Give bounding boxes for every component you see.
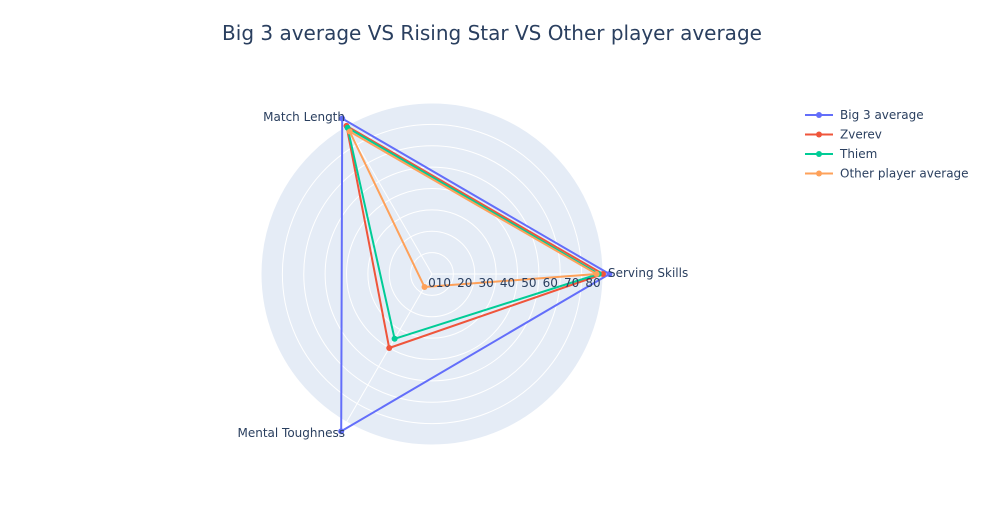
series-traces bbox=[338, 115, 613, 435]
data-point bbox=[339, 115, 346, 122]
data-point bbox=[391, 335, 398, 342]
data-point bbox=[606, 271, 613, 277]
radial-tick-label: 20 bbox=[457, 276, 472, 290]
data-point bbox=[346, 128, 353, 135]
data-point bbox=[386, 345, 393, 352]
series-1 bbox=[343, 122, 606, 352]
polar-grid bbox=[260, 102, 604, 446]
legend-item[interactable]: Zverev bbox=[805, 128, 882, 142]
radial-tick-label: 70 bbox=[564, 276, 579, 290]
series-line bbox=[348, 130, 598, 288]
data-point bbox=[338, 428, 345, 435]
angular-axis-label: Match Length bbox=[263, 110, 345, 124]
legend-marker bbox=[816, 112, 822, 118]
radial-tick-label: 0 bbox=[428, 276, 436, 290]
data-point bbox=[593, 271, 600, 277]
radial-tick-label: 80 bbox=[585, 276, 600, 290]
legend-label: Other player average bbox=[840, 167, 969, 181]
legend-item[interactable]: Thiem bbox=[805, 147, 877, 161]
radial-tick-label: 10 bbox=[436, 276, 451, 290]
legend-marker bbox=[816, 170, 822, 177]
series-line bbox=[345, 124, 604, 349]
legend-marker bbox=[816, 151, 822, 157]
angular-axis-label: Serving Skills bbox=[608, 266, 688, 280]
radial-tick-label: 40 bbox=[500, 276, 515, 290]
legend-item[interactable]: Other player average bbox=[805, 167, 969, 181]
data-point bbox=[421, 283, 428, 290]
angular-axis-labels: Serving Skills Match Length Mental Toughne… bbox=[237, 110, 688, 440]
series-line bbox=[346, 126, 600, 340]
radial-tick-labels: 0 10 20 30 40 50 60 70 80 bbox=[428, 276, 600, 290]
radial-tick-label: 30 bbox=[478, 276, 493, 290]
legend-item[interactable]: Big 3 average bbox=[805, 108, 924, 122]
legend-label: Zverev bbox=[840, 128, 882, 142]
legend: Big 3 average Zverev Thiem Other player ave… bbox=[805, 108, 969, 181]
radial-tick-label: 50 bbox=[521, 276, 536, 290]
chart-title: Big 3 average VS Rising Star VS Other pl… bbox=[222, 21, 762, 45]
legend-label: Thiem bbox=[839, 147, 877, 161]
series-line bbox=[340, 117, 611, 433]
legend-marker bbox=[816, 131, 822, 138]
angular-axis-label: Mental Toughness bbox=[237, 426, 345, 440]
data-point bbox=[600, 271, 606, 277]
legend-label: Big 3 average bbox=[840, 108, 924, 122]
grid-spoke bbox=[346, 125, 433, 275]
series-0 bbox=[338, 115, 613, 435]
series-3 bbox=[346, 128, 600, 290]
radial-tick-label: 60 bbox=[543, 276, 558, 290]
